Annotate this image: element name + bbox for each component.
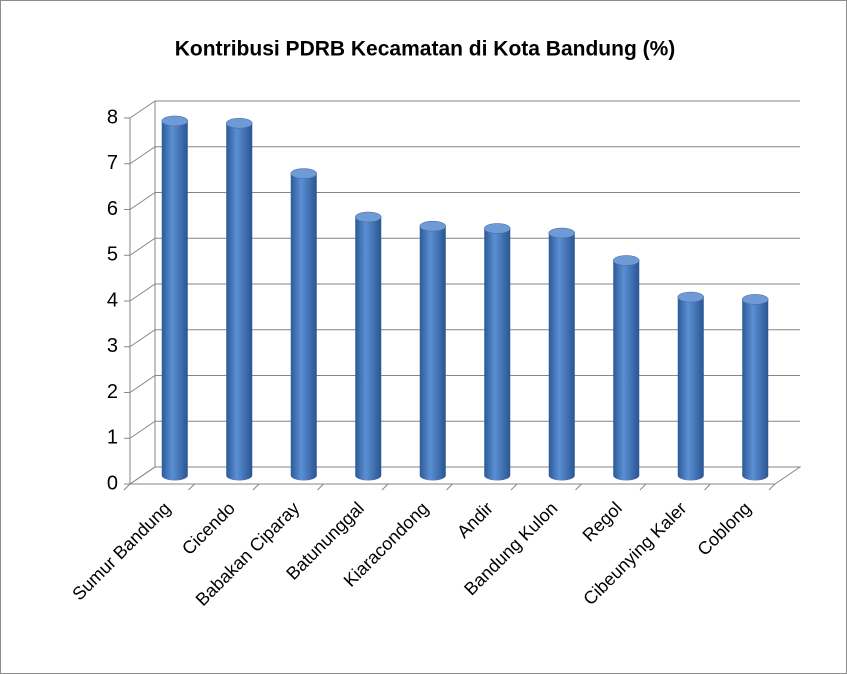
- bar: [548, 228, 575, 481]
- bar: [161, 115, 188, 481]
- bar: [419, 221, 446, 481]
- bar-top: [613, 255, 640, 266]
- bar-top: [226, 117, 253, 129]
- y-tick-label: 7: [107, 152, 118, 174]
- y-tick-label: 1: [107, 427, 118, 449]
- x-tick: [446, 483, 453, 491]
- bar: [290, 168, 317, 481]
- x-tick: [639, 483, 647, 491]
- y-tick-label: 6: [107, 198, 118, 220]
- bar: [742, 294, 769, 481]
- grid-line: [129, 192, 800, 210]
- grid-line: [129, 100, 800, 119]
- bar-top: [355, 211, 382, 223]
- grid-line: [129, 420, 800, 439]
- y-tick-label: 0: [107, 472, 118, 494]
- x-tick: [704, 483, 711, 491]
- grid-line: [129, 375, 800, 393]
- grid-line: [129, 466, 800, 485]
- x-tick: [317, 483, 324, 491]
- x-tick: [252, 483, 260, 491]
- bar-top: [161, 115, 188, 127]
- grid-line: [129, 237, 800, 256]
- x-tick: [123, 483, 131, 491]
- grid-line: [129, 146, 800, 165]
- y-tick-label: 3: [107, 335, 118, 357]
- bar: [355, 212, 382, 481]
- chart-title: Kontribusi PDRB Kecamatan di Kota Bandun…: [175, 38, 676, 61]
- bar-top: [290, 168, 317, 179]
- bar: [484, 223, 511, 481]
- y-tick-label: 4: [107, 289, 118, 311]
- bar: [226, 118, 253, 481]
- bar: [613, 255, 640, 481]
- x-tick: [575, 483, 582, 491]
- x-tick: [768, 483, 776, 491]
- y-tick-label: 5: [107, 244, 118, 266]
- y-tick-label: 8: [107, 106, 118, 128]
- grid-line: [129, 329, 800, 348]
- bar: [677, 292, 704, 481]
- bar-top: [742, 294, 769, 305]
- grid-line: [129, 283, 800, 302]
- x-tick: [188, 483, 195, 491]
- bar-top: [419, 220, 446, 232]
- bar-top: [484, 223, 511, 234]
- x-tick: [510, 483, 518, 491]
- x-tick: [381, 483, 389, 491]
- bar-top: [548, 227, 575, 239]
- y-tick-label: 2: [107, 381, 118, 403]
- bar-top: [677, 291, 704, 303]
